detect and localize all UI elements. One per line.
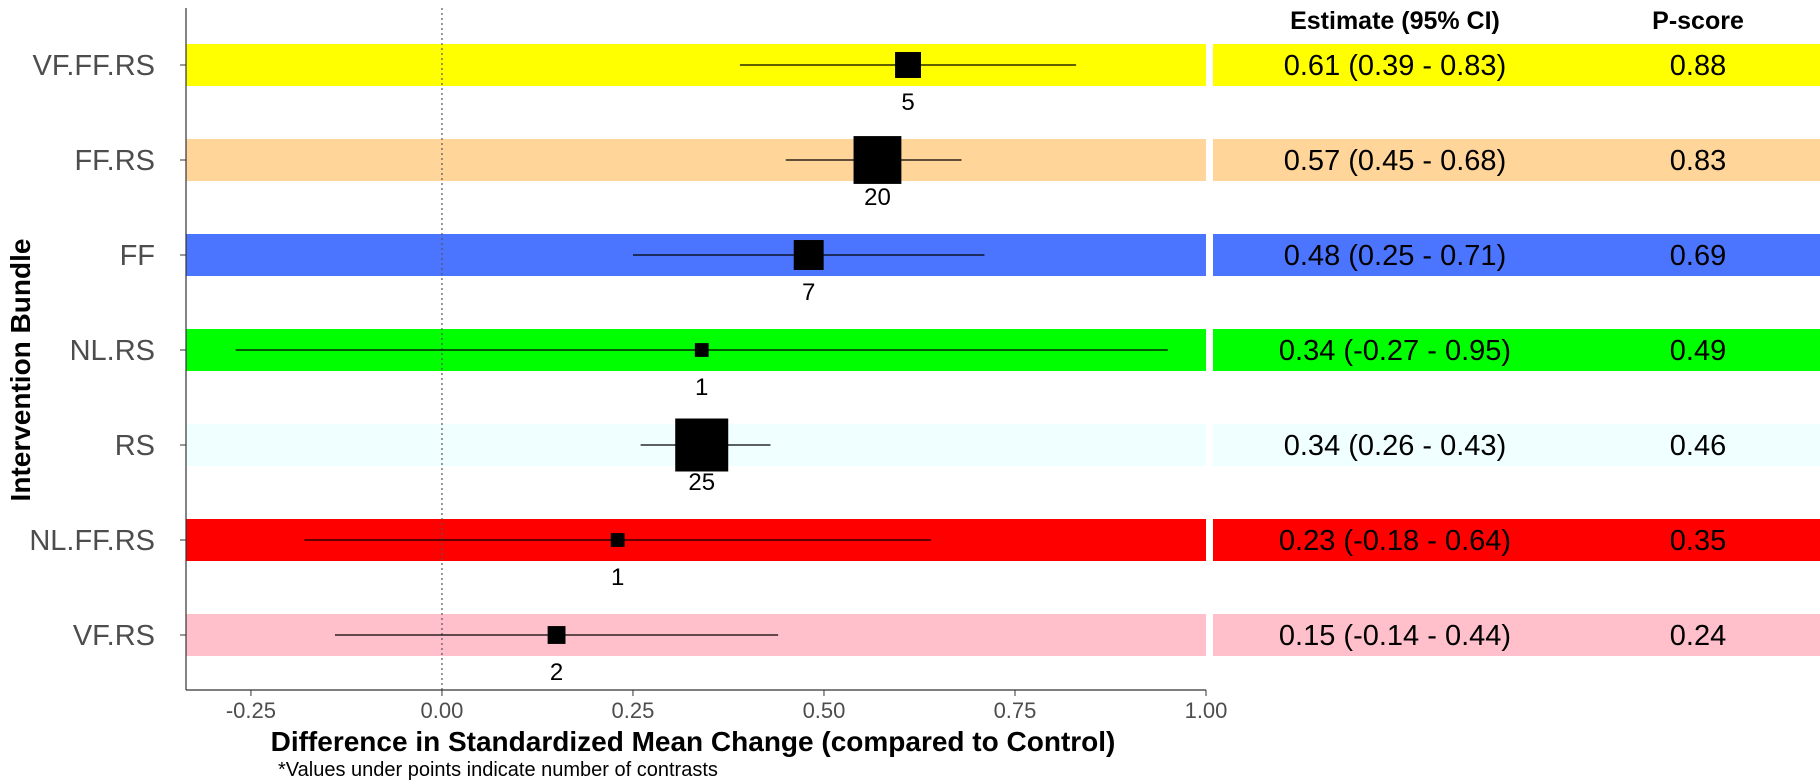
pscore-cell: 0.35 xyxy=(1670,525,1726,557)
estimate-point xyxy=(853,136,902,184)
pscore-cell: 0.46 xyxy=(1670,430,1726,462)
table-row-band xyxy=(1213,424,1820,466)
pscore-cell: 0.49 xyxy=(1670,335,1726,367)
row-label: FF xyxy=(120,240,155,272)
row-label: VF.RS xyxy=(73,620,155,652)
pscore-cell: 0.83 xyxy=(1670,145,1726,177)
estimate-point xyxy=(675,418,729,472)
estimate-point xyxy=(547,626,566,644)
contrast-count-label: 20 xyxy=(864,184,891,211)
x-tick-label: -0.25 xyxy=(226,698,276,723)
table-row-band xyxy=(1213,139,1820,181)
contrast-count-label: 5 xyxy=(901,89,914,116)
x-tick-label: 0.00 xyxy=(421,698,464,723)
x-tick-label: 0.50 xyxy=(803,698,846,723)
pscore-cell: 0.88 xyxy=(1670,50,1726,82)
table-row-band xyxy=(1213,44,1820,86)
plot-marks: 5 20 7 1 25 1 2 xyxy=(235,52,1168,686)
estimate-cell: 0.34 (0.26 - 0.43) xyxy=(1284,430,1506,462)
estimate-cell: 0.48 (0.25 - 0.71) xyxy=(1284,240,1506,272)
pscore-cell: 0.69 xyxy=(1670,240,1726,272)
x-tick-label: 0.25 xyxy=(612,698,655,723)
estimate-point xyxy=(793,240,824,270)
estimate-point xyxy=(610,533,625,547)
contrast-count-label: 1 xyxy=(611,564,624,591)
row-label: FF.RS xyxy=(74,145,155,177)
x-tick-label: 1.00 xyxy=(1185,698,1228,723)
estimate-point xyxy=(694,343,709,357)
row-label: RS xyxy=(115,430,155,462)
footnote: *Values under points indicate number of … xyxy=(278,759,718,781)
estimate-cell: 0.57 (0.45 - 0.68) xyxy=(1284,145,1506,177)
pscore-cell: 0.24 xyxy=(1670,620,1726,652)
table-row-band xyxy=(1213,519,1820,561)
contrast-count-label: 7 xyxy=(802,279,815,306)
axes: VF.FF.RS FF.RS FF NL.RS RS NL.FF.RS VF.RS -0.25… xyxy=(29,8,1227,723)
contrast-count-label: 2 xyxy=(550,659,563,686)
estimate-cell: 0.61 (0.39 - 0.83) xyxy=(1284,50,1506,82)
pscore-column-header: P-score xyxy=(1652,7,1744,35)
estimate-cell: 0.15 (-0.14 - 0.44) xyxy=(1279,620,1511,652)
table-row-band xyxy=(1213,234,1820,276)
x-axis-title: Difference in Standardized Mean Change (… xyxy=(271,726,1116,757)
contrast-count-label: 25 xyxy=(688,469,715,496)
row-label: NL.FF.RS xyxy=(29,525,155,557)
estimate-table: 0.61 (0.39 - 0.83) 0.88 0.57 (0.45 - 0.68)… xyxy=(1279,50,1726,652)
estimate-point xyxy=(895,52,921,78)
estimate-cell: 0.34 (-0.27 - 0.95) xyxy=(1279,335,1511,367)
y-axis-title: Intervention Bundle xyxy=(5,239,36,502)
x-tick-label: 0.75 xyxy=(994,698,1037,723)
row-label: VF.FF.RS xyxy=(33,50,155,82)
table-row-band xyxy=(1213,614,1820,656)
contrast-count-label: 1 xyxy=(695,374,708,401)
estimate-column-header: Estimate (95% CI) xyxy=(1290,7,1500,35)
estimate-cell: 0.23 (-0.18 - 0.64) xyxy=(1279,525,1511,557)
row-label: NL.RS xyxy=(70,335,155,367)
row-band xyxy=(186,139,1206,181)
table-row-band xyxy=(1213,329,1820,371)
